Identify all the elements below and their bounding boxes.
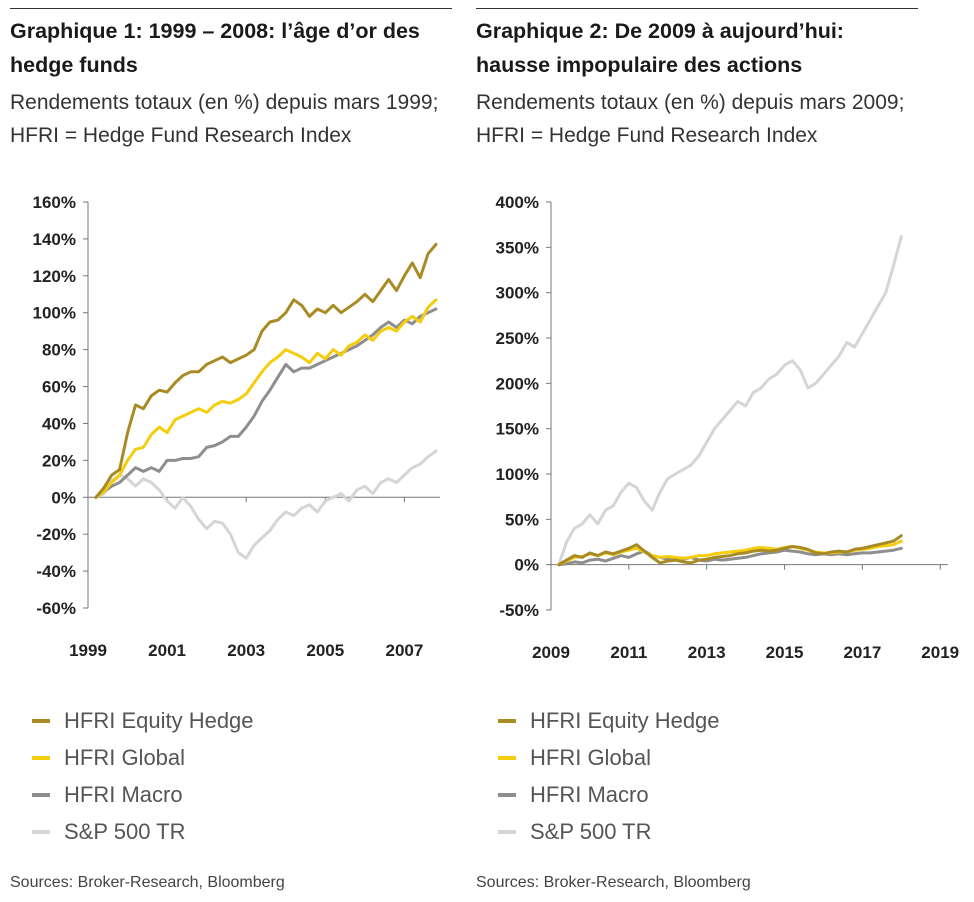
- x-tick-label: 2013: [688, 643, 726, 662]
- y-tick-label: 0%: [514, 556, 539, 575]
- y-tick-label: 40%: [42, 414, 76, 433]
- legend-label: HFRI Macro: [530, 781, 649, 807]
- series-line-s-p-500-tr: [94, 449, 438, 560]
- y-tick-label: -40%: [36, 562, 76, 581]
- series-line-hfri-macro: [557, 546, 903, 567]
- y-tick-label: 20%: [42, 451, 76, 470]
- x-tick-label: 2015: [766, 643, 804, 662]
- legend-swatch: [498, 755, 516, 760]
- legend-item-sp500: S&P 500 TR: [32, 813, 254, 850]
- legend-label: HFRI Global: [64, 744, 186, 770]
- legend-swatch: [32, 792, 50, 797]
- x-tick-label: 2003: [227, 641, 265, 660]
- title-rule: [476, 8, 918, 9]
- x-tick-label: 2009: [532, 643, 570, 662]
- y-tick-label: 60%: [42, 378, 76, 397]
- y-tick-label: 150%: [496, 420, 539, 439]
- legend-label: S&P 500 TR: [64, 818, 186, 844]
- legend-swatch: [498, 792, 516, 797]
- legend-swatch: [498, 718, 516, 723]
- series-line-hfri-equity-hedge: [557, 534, 903, 567]
- y-tick-label: -50%: [499, 601, 539, 620]
- chart-1-plot: -60% -40% -20% 0% 20% 40% 60% 80% 100% 120% 140% 16…: [33, 193, 440, 660]
- y-tick-label: 300%: [496, 284, 539, 303]
- legend-label: HFRI Macro: [64, 781, 183, 807]
- y-tick-label: 200%: [496, 374, 539, 393]
- chart-2-plot: -50% 0% 50% 100% 150% 200% 250% 300% 350% 400% 200…: [496, 193, 960, 662]
- x-tick-label: 2001: [148, 641, 186, 660]
- legend-swatch: [32, 718, 50, 723]
- y-tick-label: 140%: [33, 230, 76, 249]
- series-line-hfri-equity-hedge: [94, 242, 438, 499]
- legend-label: HFRI Equity Hedge: [530, 707, 720, 733]
- y-tick-label: 0%: [51, 488, 76, 507]
- legend-item-global: HFRI Global: [32, 739, 254, 776]
- legend-item-global: HFRI Global: [498, 739, 720, 776]
- legend-swatch: [32, 829, 50, 834]
- y-tick-label: 160%: [33, 193, 76, 212]
- y-tick-label: 120%: [33, 267, 76, 286]
- y-tick-label: 80%: [42, 341, 76, 360]
- legend-item-sp500: S&P 500 TR: [498, 813, 720, 850]
- chart-1-legend: HFRI Equity Hedge HFRI Global HFRI Macro…: [32, 702, 254, 850]
- title-rule: [10, 8, 452, 9]
- series-line-s-p-500-tr: [557, 235, 903, 567]
- legend-swatch: [498, 829, 516, 834]
- x-tick-label: 1999: [69, 641, 107, 660]
- chart-panel-1: Graphique 1: 1999 – 2008: l’âge d’or des…: [10, 0, 455, 902]
- y-tick-label: 250%: [496, 329, 539, 348]
- legend-label: HFRI Global: [530, 744, 652, 770]
- legend-item-macro: HFRI Macro: [498, 776, 720, 813]
- y-tick-label: 350%: [496, 238, 539, 257]
- chart-panel-2: Graphique 2: De 2009 à aujourd’hui: haus…: [476, 0, 959, 902]
- legend-item-macro: HFRI Macro: [32, 776, 254, 813]
- y-tick-label: 100%: [496, 465, 539, 484]
- y-tick-label: 400%: [496, 193, 539, 212]
- series-line-hfri-global: [94, 298, 438, 499]
- legend-label: HFRI Equity Hedge: [64, 707, 254, 733]
- chart-2-legend: HFRI Equity Hedge HFRI Global HFRI Macro…: [498, 702, 720, 850]
- y-tick-label: -60%: [36, 599, 76, 618]
- y-tick-label: 50%: [505, 510, 539, 529]
- y-tick-label: 100%: [33, 304, 76, 323]
- x-tick-label: 2019: [921, 643, 959, 662]
- chart-1-source: Sources: Broker-Research, Bloomberg: [10, 874, 285, 891]
- chart-1-subtitle: Rendements totaux (en %) depuis mars 199…: [10, 91, 439, 147]
- chart-1-title: Graphique 1: 1999 – 2008: l’âge d’or des…: [10, 19, 420, 77]
- chart-2-source: Sources: Broker-Research, Bloomberg: [476, 874, 751, 891]
- legend-item-equity-hedge: HFRI Equity Hedge: [498, 702, 720, 739]
- series-line-hfri-macro: [94, 307, 438, 499]
- chart-2-title: Graphique 2: De 2009 à aujourd’hui: haus…: [476, 19, 844, 77]
- chart-2-subtitle: Rendements totaux (en %) depuis mars 200…: [476, 91, 905, 147]
- x-tick-label: 2007: [385, 641, 423, 660]
- y-tick-label: -20%: [36, 525, 76, 544]
- x-tick-label: 2005: [306, 641, 344, 660]
- legend-label: S&P 500 TR: [530, 818, 652, 844]
- legend-swatch: [32, 755, 50, 760]
- x-tick-label: 2011: [610, 643, 647, 662]
- x-tick-label: 2017: [843, 643, 881, 662]
- legend-item-equity-hedge: HFRI Equity Hedge: [32, 702, 254, 739]
